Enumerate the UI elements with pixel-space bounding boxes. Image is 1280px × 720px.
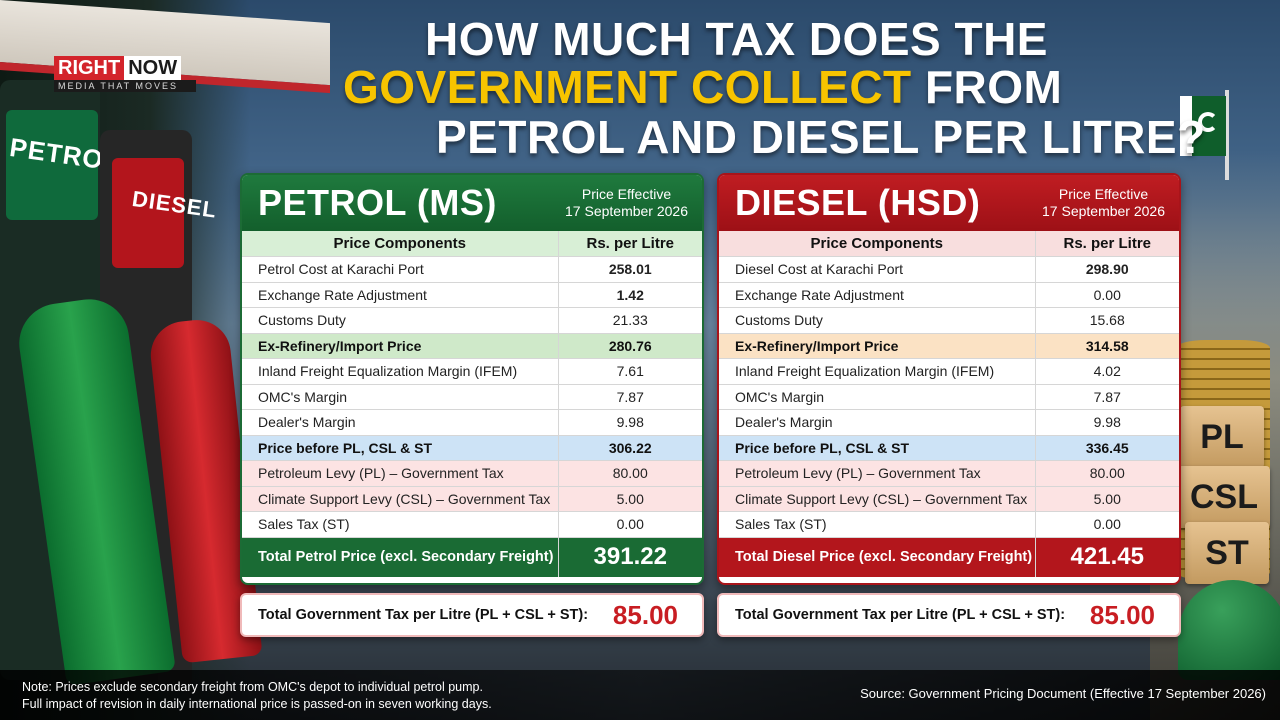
rightnow-logo: RIGHT NOW MEDIA THAT MOVES <box>54 56 196 92</box>
table-row: Customs Duty 21.33 <box>242 307 702 334</box>
petrol-components-table: Price Components Rs. per Litre Petrol Co… <box>242 231 702 577</box>
total-row: Total Diesel Price (excl. Secondary Frei… <box>719 537 1179 577</box>
headline-line-1: HOW MUCH TAX DOES THE <box>425 13 1048 65</box>
tax-row: Sales Tax (ST) 0.00 <box>719 511 1179 538</box>
subtotal-row: Price before PL, CSL & ST 336.45 <box>719 435 1179 461</box>
diesel-price-table: DIESEL (HSD) Price Effective 17 Septembe… <box>717 173 1181 585</box>
tax-row: Petroleum Levy (PL) – Government Tax 80.0… <box>719 460 1179 487</box>
headline-line-2: GOVERNMENT COLLECT FROM <box>343 60 1062 114</box>
petrol-tax-value: 85.00 <box>612 599 678 630</box>
table-row: Diesel Cost at Karachi Port 298.90 <box>719 256 1179 283</box>
table-header-row: Price Components Rs. per Litre <box>719 231 1179 257</box>
petrol-title: PETROL (MS) <box>258 182 497 223</box>
petrol-effective-date: Price Effective 17 September 2026 <box>565 186 688 219</box>
green-helmet-image <box>1178 580 1280 680</box>
petrol-total-label: Total Petrol Price (excl. Secondary Frei… <box>242 537 559 577</box>
table-row: Petrol Cost at Karachi Port 258.01 <box>242 256 702 283</box>
headline-line-2-rest: FROM <box>911 61 1063 113</box>
pakistan-flag-icon <box>1180 96 1226 156</box>
tax-row: Climate Support Levy (CSL) – Government … <box>719 486 1179 512</box>
flagpole <box>1225 90 1229 180</box>
petrol-tax-summary: Total Government Tax per Litre (PL + CSL… <box>240 593 704 637</box>
table-row: Inland Freight Equalization Margin (IFEM… <box>242 358 702 385</box>
subtotal-row: Price before PL, CSL & ST 306.22 <box>242 435 702 461</box>
table-row: Dealer's Margin 9.98 <box>242 409 702 436</box>
logo-tagline: MEDIA THAT MOVES <box>54 80 196 92</box>
table-row: Inland Freight Equalization Margin (IFEM… <box>719 358 1179 385</box>
diesel-total-value: 421.45 <box>1070 543 1144 571</box>
subtotal-row: Ex-Refinery/Import Price 280.76 <box>242 333 702 359</box>
subtotal-row: Ex-Refinery/Import Price 314.58 <box>719 333 1179 359</box>
table-row: Dealer's Margin 9.98 <box>719 409 1179 436</box>
table-row: OMC's Margin 7.87 <box>719 384 1179 410</box>
diesel-tax-value: 85.00 <box>1089 599 1155 630</box>
crescent-icon <box>1198 112 1218 132</box>
footer-bar <box>0 670 1280 720</box>
table-header-row: Price Components Rs. per Litre <box>242 231 702 257</box>
diesel-components-table: Price Components Rs. per Litre Diesel Co… <box>719 231 1179 577</box>
petrol-tax-label: Total Government Tax per Litre (PL + CSL… <box>258 607 589 623</box>
column-header-components: Price Components <box>719 231 1036 257</box>
logo-word-right: RIGHT <box>54 56 125 80</box>
pl-block: PL <box>1180 406 1264 468</box>
table-row: Exchange Rate Adjustment 1.42 <box>242 282 702 308</box>
diesel-total-label: Total Diesel Price (excl. Secondary Frei… <box>719 537 1036 577</box>
diesel-panel-header: DIESEL (HSD) Price Effective 17 Septembe… <box>719 175 1179 231</box>
column-header-value: Rs. per Litre <box>1035 231 1179 257</box>
petrol-total-value: 391.22 <box>593 543 667 571</box>
headline-highlight: GOVERNMENT COLLECT <box>343 61 912 113</box>
total-row: Total Petrol Price (excl. Secondary Frei… <box>242 537 702 577</box>
table-row: OMC's Margin 7.87 <box>242 384 702 410</box>
table-row: Exchange Rate Adjustment 0.00 <box>719 282 1179 308</box>
tax-row: Climate Support Levy (CSL) – Government … <box>242 486 702 512</box>
csl-block: CSL <box>1178 466 1270 528</box>
table-row: Customs Duty 15.68 <box>719 307 1179 334</box>
diesel-title: DIESEL (HSD) <box>735 182 981 223</box>
column-header-components: Price Components <box>242 231 559 257</box>
tax-row: Petroleum Levy (PL) – Government Tax 80.0… <box>242 460 702 487</box>
logo-word-now: NOW <box>124 56 182 80</box>
footer-note: Note: Prices exclude secondary freight f… <box>22 680 492 711</box>
petrol-panel-header: PETROL (MS) Price Effective 17 September… <box>242 175 702 231</box>
headline-line-3: PETROL AND DIESEL PER LITRE? <box>436 111 1206 163</box>
diesel-tax-summary: Total Government Tax per Litre (PL + CSL… <box>717 593 1181 637</box>
tax-row: Sales Tax (ST) 0.00 <box>242 511 702 538</box>
footer-source: Source: Government Pricing Document (Eff… <box>860 686 1266 701</box>
diesel-tax-label: Total Government Tax per Litre (PL + CSL… <box>735 607 1066 623</box>
diesel-effective-date: Price Effective 17 September 2026 <box>1042 186 1165 219</box>
st-block: ST <box>1185 522 1269 584</box>
petrol-price-table: PETROL (MS) Price Effective 17 September… <box>240 173 704 585</box>
column-header-value: Rs. per Litre <box>558 231 702 257</box>
